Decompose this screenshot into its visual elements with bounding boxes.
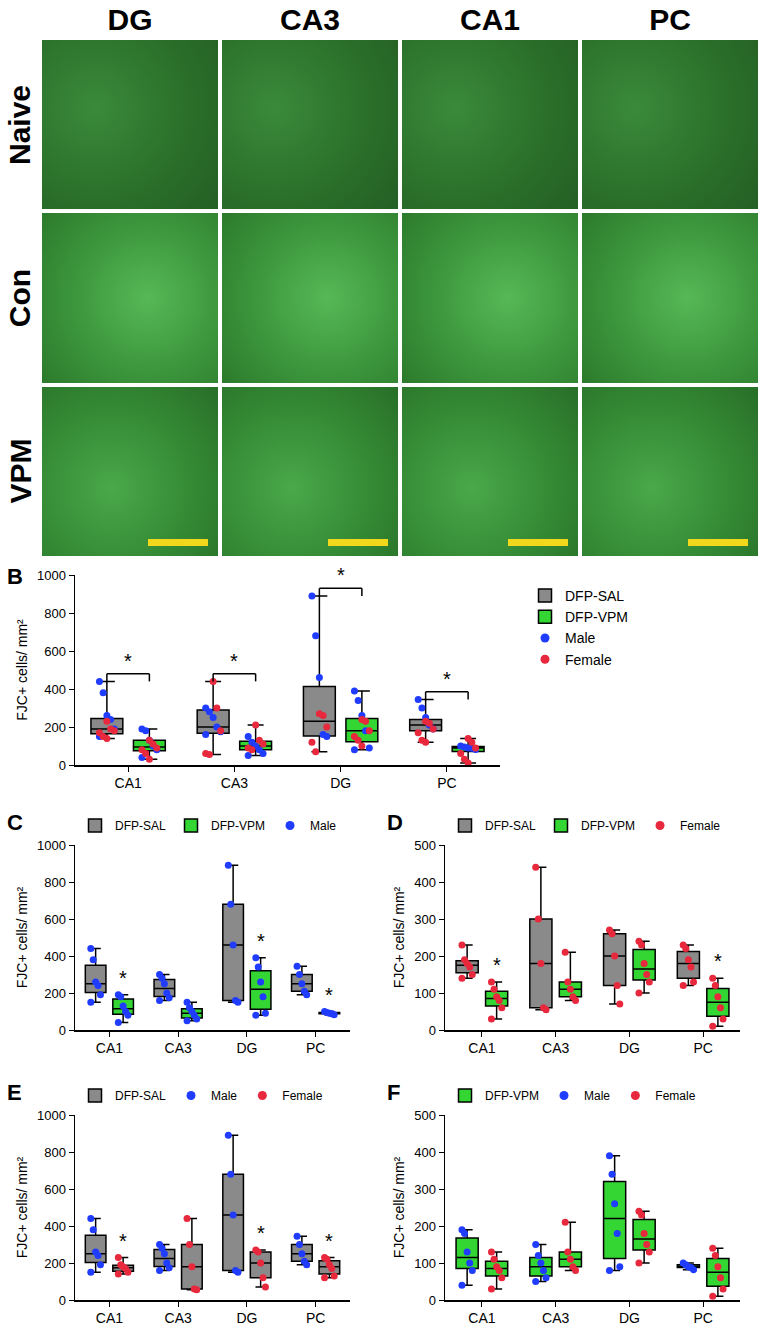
svg-text:0: 0 — [59, 1023, 66, 1038]
svg-text:DFP-SAL: DFP-SAL — [115, 1089, 166, 1103]
svg-text:*: * — [337, 564, 345, 586]
svg-text:CA3: CA3 — [221, 775, 248, 791]
svg-text:500: 500 — [414, 838, 436, 853]
svg-text:DG: DG — [330, 775, 351, 791]
svg-text:0: 0 — [59, 758, 66, 773]
svg-text:DFP-SAL: DFP-SAL — [115, 819, 166, 833]
svg-text:DFP-VPM: DFP-VPM — [581, 819, 635, 833]
svg-text:PC: PC — [306, 1310, 325, 1326]
svg-text:400: 400 — [44, 682, 66, 697]
svg-text:Female: Female — [565, 652, 612, 668]
svg-text:*: * — [257, 1222, 265, 1244]
svg-text:CA1: CA1 — [468, 1040, 495, 1056]
svg-text:*: * — [230, 650, 238, 672]
svg-text:*: * — [443, 668, 451, 690]
svg-text:800: 800 — [44, 1145, 66, 1160]
svg-text:1000: 1000 — [37, 1108, 66, 1123]
svg-text:Female: Female — [655, 1089, 695, 1103]
svg-text:FJC+ cells/ mm²: FJC+ cells/ mm² — [14, 886, 30, 988]
svg-text:FJC+ cells/ mm²: FJC+ cells/ mm² — [14, 619, 30, 721]
svg-text:*: * — [119, 1230, 127, 1252]
svg-text:DG: DG — [619, 1040, 640, 1056]
svg-text:*: * — [493, 954, 501, 976]
svg-text:100: 100 — [414, 1256, 436, 1271]
html-text:Naive: Naive — [3, 84, 36, 165]
svg-text:Female: Female — [282, 1089, 322, 1103]
svg-text:DFP-VPM: DFP-VPM — [565, 609, 628, 625]
svg-text:CA3: CA3 — [165, 1310, 192, 1326]
svg-text:800: 800 — [44, 606, 66, 621]
svg-text:DFP-VPM: DFP-VPM — [211, 819, 265, 833]
svg-text:PC: PC — [437, 775, 456, 791]
svg-text:1000: 1000 — [37, 568, 66, 583]
svg-text:C: C — [7, 810, 23, 835]
svg-text:200: 200 — [414, 1219, 436, 1234]
svg-text:100: 100 — [414, 986, 436, 1001]
svg-text:E: E — [7, 1080, 22, 1105]
svg-text:PC: PC — [693, 1310, 712, 1326]
html-text:CA1: CA1 — [460, 3, 520, 36]
svg-text:*: * — [257, 930, 265, 952]
svg-text:300: 300 — [414, 912, 436, 927]
svg-text:Male: Male — [211, 1089, 237, 1103]
svg-text:CA1: CA1 — [468, 1310, 495, 1326]
html-text:VPM: VPM — [3, 438, 36, 504]
svg-text:600: 600 — [44, 912, 66, 927]
svg-text:PC: PC — [306, 1040, 325, 1056]
svg-text:CA1: CA1 — [115, 775, 142, 791]
svg-text:1000: 1000 — [37, 838, 66, 853]
svg-text:*: * — [119, 967, 127, 989]
svg-text:200: 200 — [44, 720, 66, 735]
svg-text:FJC+ cells/ mm²: FJC+ cells/ mm² — [14, 1156, 30, 1258]
svg-text:CA3: CA3 — [165, 1040, 192, 1056]
svg-text:CA1: CA1 — [96, 1310, 123, 1326]
svg-text:PC: PC — [693, 1040, 712, 1056]
svg-text:*: * — [714, 950, 722, 972]
svg-text:200: 200 — [44, 1256, 66, 1271]
svg-text:500: 500 — [414, 1108, 436, 1123]
html-text:PC: PC — [649, 3, 691, 36]
html-text:CA3: CA3 — [280, 3, 340, 36]
svg-text:Male: Male — [310, 819, 336, 833]
svg-text:*: * — [325, 1230, 333, 1252]
svg-text:D: D — [387, 810, 403, 835]
svg-text:Female: Female — [680, 819, 720, 833]
svg-text:DG: DG — [236, 1040, 257, 1056]
svg-text:B: B — [7, 564, 23, 589]
svg-text:800: 800 — [44, 875, 66, 890]
html-text:DG: DG — [107, 3, 153, 36]
svg-text:400: 400 — [414, 1145, 436, 1160]
svg-text:CA1: CA1 — [96, 1040, 123, 1056]
svg-text:600: 600 — [44, 1182, 66, 1197]
svg-text:400: 400 — [44, 1219, 66, 1234]
svg-text:FJC+ cells/ mm²: FJC+ cells/ mm² — [391, 1156, 407, 1258]
svg-text:300: 300 — [414, 1182, 436, 1197]
svg-text:200: 200 — [414, 949, 436, 964]
svg-text:0: 0 — [429, 1293, 436, 1308]
svg-text:DFP-VPM: DFP-VPM — [485, 1089, 539, 1103]
html-text:Con: Con — [3, 268, 36, 328]
svg-text:*: * — [124, 650, 132, 672]
svg-text:F: F — [387, 1080, 400, 1105]
svg-text:DFP-SAL: DFP-SAL — [565, 588, 624, 604]
svg-text:CA3: CA3 — [542, 1040, 569, 1056]
svg-text:0: 0 — [429, 1023, 436, 1038]
svg-text:DG: DG — [236, 1310, 257, 1326]
svg-text:600: 600 — [44, 644, 66, 659]
svg-text:Male: Male — [565, 630, 596, 646]
svg-text:*: * — [325, 984, 333, 1006]
svg-text:DFP-SAL: DFP-SAL — [485, 819, 536, 833]
svg-text:0: 0 — [59, 1293, 66, 1308]
svg-text:400: 400 — [414, 875, 436, 890]
svg-text:FJC+ cells/ mm²: FJC+ cells/ mm² — [391, 886, 407, 988]
svg-text:CA3: CA3 — [542, 1310, 569, 1326]
svg-text:Male: Male — [584, 1089, 610, 1103]
svg-text:400: 400 — [44, 949, 66, 964]
svg-text:DG: DG — [619, 1310, 640, 1326]
svg-text:200: 200 — [44, 986, 66, 1001]
